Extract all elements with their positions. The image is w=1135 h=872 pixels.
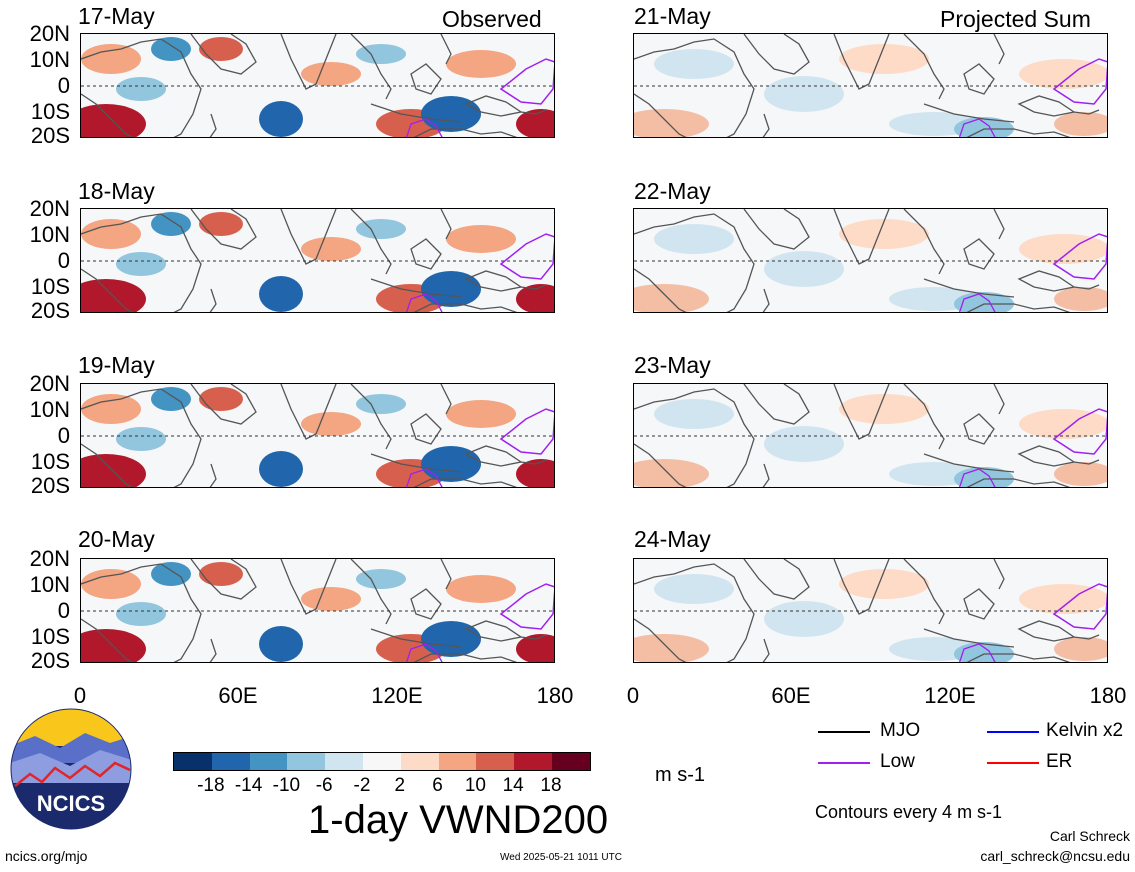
- legend-line-low: [818, 762, 870, 764]
- lat-label-1-1: 10N: [29, 222, 70, 247]
- panel-date-left-0: 17-May: [78, 3, 155, 29]
- map-panel-projected-3: [633, 558, 1108, 663]
- lat-label-2-4: 20S: [30, 473, 70, 498]
- panel-date-left-3: 20-May: [78, 526, 155, 552]
- lat-label-1-2: 0: [57, 248, 70, 273]
- map-panel-projected-1: [633, 208, 1108, 313]
- map-panel-projected-2: [633, 383, 1108, 488]
- lon-label-right-180: 180: [1089, 683, 1127, 708]
- lon-label-right-120: 120E: [924, 683, 976, 708]
- lat-label-3-3: 10S: [30, 624, 70, 649]
- footer-author: Carl Schreck: [1049, 828, 1130, 844]
- lat-label-0-2: 0: [57, 73, 70, 98]
- colorbar-swatch: [287, 753, 326, 770]
- colorbar-units: m s-1: [655, 764, 705, 786]
- colorbar-tick-label: 14: [502, 775, 524, 796]
- colorbar-tick-label: -2: [353, 775, 371, 796]
- footer-timestamp: Wed 2025-05-21 1011 UTC: [500, 852, 622, 863]
- colorbar-tick-label: -10: [272, 775, 301, 796]
- colorbar-tick-label: -18: [197, 775, 225, 796]
- colorbar-swatch: [174, 753, 212, 770]
- panel-date-left-2: 19-May: [78, 352, 155, 378]
- panel-date-right-1: 22-May: [634, 178, 711, 204]
- colorbar-tick-label: -6: [315, 775, 333, 796]
- lon-label-right-60: 60E: [771, 683, 811, 708]
- colorbar-swatch: [476, 753, 515, 770]
- colorbar-tick-label: 6: [432, 775, 443, 796]
- colorbar: [173, 752, 591, 771]
- lat-label-2-0: 20N: [29, 371, 70, 396]
- panel-date-right-3: 24-May: [634, 526, 711, 552]
- ncics-logo: NCICS: [10, 708, 132, 830]
- lon-label-right-0: 0: [626, 683, 640, 708]
- colorbar-swatch: [211, 753, 250, 770]
- lat-label-2-2: 0: [57, 423, 70, 448]
- lat-label-0-3: 10S: [30, 99, 70, 124]
- colorbar-swatch: [325, 753, 363, 770]
- lat-label-0-0: 20N: [29, 21, 70, 46]
- lon-label-left-180: 180: [536, 683, 574, 708]
- legend-label-kelvin: Kelvin x2: [1046, 720, 1124, 741]
- legend-label-low: Low: [880, 751, 915, 772]
- lat-label-0-4: 20S: [30, 123, 70, 148]
- colorbar-swatch: [514, 753, 552, 770]
- panel-date-left-1: 18-May: [78, 178, 155, 204]
- contours-note: Contours every 4 m s-1: [815, 802, 1003, 822]
- observed-label: Observed: [442, 6, 542, 32]
- lat-label-3-0: 20N: [29, 546, 70, 571]
- colorbar-tick-label: -14: [234, 775, 263, 796]
- map-panel-observed-2: [80, 383, 555, 488]
- colorbar-tick-label: 18: [540, 775, 562, 796]
- colorbar-tick-label: 10: [464, 775, 486, 796]
- lon-label-left-0: 0: [73, 683, 87, 708]
- lat-label-3-1: 10N: [29, 572, 70, 597]
- map-panel-observed-0: [80, 33, 555, 138]
- panel-date-right-0: 21-May: [634, 3, 711, 29]
- colorbar-swatch: [400, 753, 439, 770]
- legend-line-kelvin: [987, 731, 1039, 733]
- lat-label-1-0: 20N: [29, 196, 70, 221]
- lat-label-2-3: 10S: [30, 449, 70, 474]
- panel-date-right-2: 23-May: [634, 352, 711, 378]
- lon-label-left-120: 120E: [371, 683, 423, 708]
- lat-label-1-3: 10S: [30, 274, 70, 299]
- lon-label-left-60: 60E: [218, 683, 258, 708]
- map-panel-observed-1: [80, 208, 555, 313]
- footer-email[interactable]: carl_schreck@ncsu.edu: [980, 848, 1130, 864]
- projected-sum-label: Projected Sum: [940, 6, 1091, 32]
- lat-label-3-2: 0: [57, 598, 70, 623]
- lat-label-3-4: 20S: [30, 648, 70, 673]
- legend-line-mjo: [818, 731, 870, 733]
- colorbar-swatch: [438, 753, 477, 770]
- lat-label-0-1: 10N: [29, 47, 70, 72]
- footer-url[interactable]: ncics.org/mjo: [5, 848, 88, 864]
- map-panel-observed-3: [80, 558, 555, 663]
- main-title: 1-day VWND200: [308, 798, 609, 842]
- legend-label-er: ER: [1046, 751, 1073, 772]
- lat-label-1-4: 20S: [30, 298, 70, 323]
- lat-label-2-1: 10N: [29, 397, 70, 422]
- legend-label-mjo: MJO: [880, 720, 921, 741]
- map-panel-projected-0: [633, 33, 1108, 138]
- colorbar-swatch: [551, 753, 590, 770]
- colorbar-swatch: [249, 753, 288, 770]
- legend-line-er: [987, 762, 1039, 764]
- logo-text: NCICS: [37, 791, 105, 816]
- colorbar-tick-label: 2: [394, 775, 406, 796]
- colorbar-swatch: [362, 753, 401, 770]
